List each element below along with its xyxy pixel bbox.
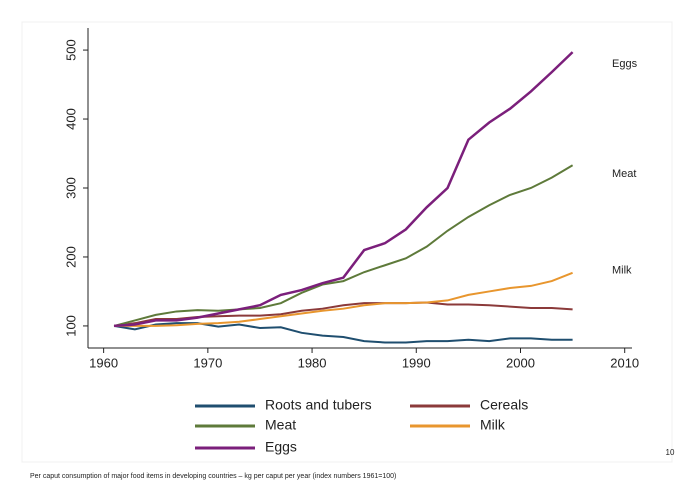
y-tick-label: 500 — [63, 39, 78, 61]
end-label: Eggs — [612, 58, 638, 70]
x-tick-label: 2010 — [610, 355, 639, 370]
y-tick-label: 200 — [63, 246, 78, 268]
series-line — [114, 271, 573, 327]
series-line — [113, 51, 574, 328]
y-tick-label: 100 — [63, 315, 78, 337]
legend-label: Roots and tubers — [265, 397, 372, 413]
x-tick-label: 2000 — [506, 355, 535, 370]
caption: Per caput consumption of major food item… — [30, 473, 396, 480]
y-tick-label: 400 — [63, 108, 78, 130]
x-tick-label: 1960 — [89, 355, 118, 370]
x-tick-label: 1970 — [193, 355, 222, 370]
legend-label: Cereals — [480, 397, 528, 413]
end-label: Milk — [612, 265, 632, 277]
slide-panel — [21, 21, 673, 463]
series-line — [113, 322, 573, 344]
end-label: Meat — [612, 168, 636, 180]
legend-label: Eggs — [265, 439, 297, 455]
legend-label: Meat — [265, 417, 296, 433]
x-tick-label: 1980 — [298, 355, 327, 370]
y-tick-label: 300 — [63, 177, 78, 199]
legend-label: Milk — [480, 417, 506, 433]
page-number: 10 — [666, 448, 675, 457]
x-tick-label: 1990 — [402, 355, 431, 370]
series-line — [113, 164, 574, 327]
